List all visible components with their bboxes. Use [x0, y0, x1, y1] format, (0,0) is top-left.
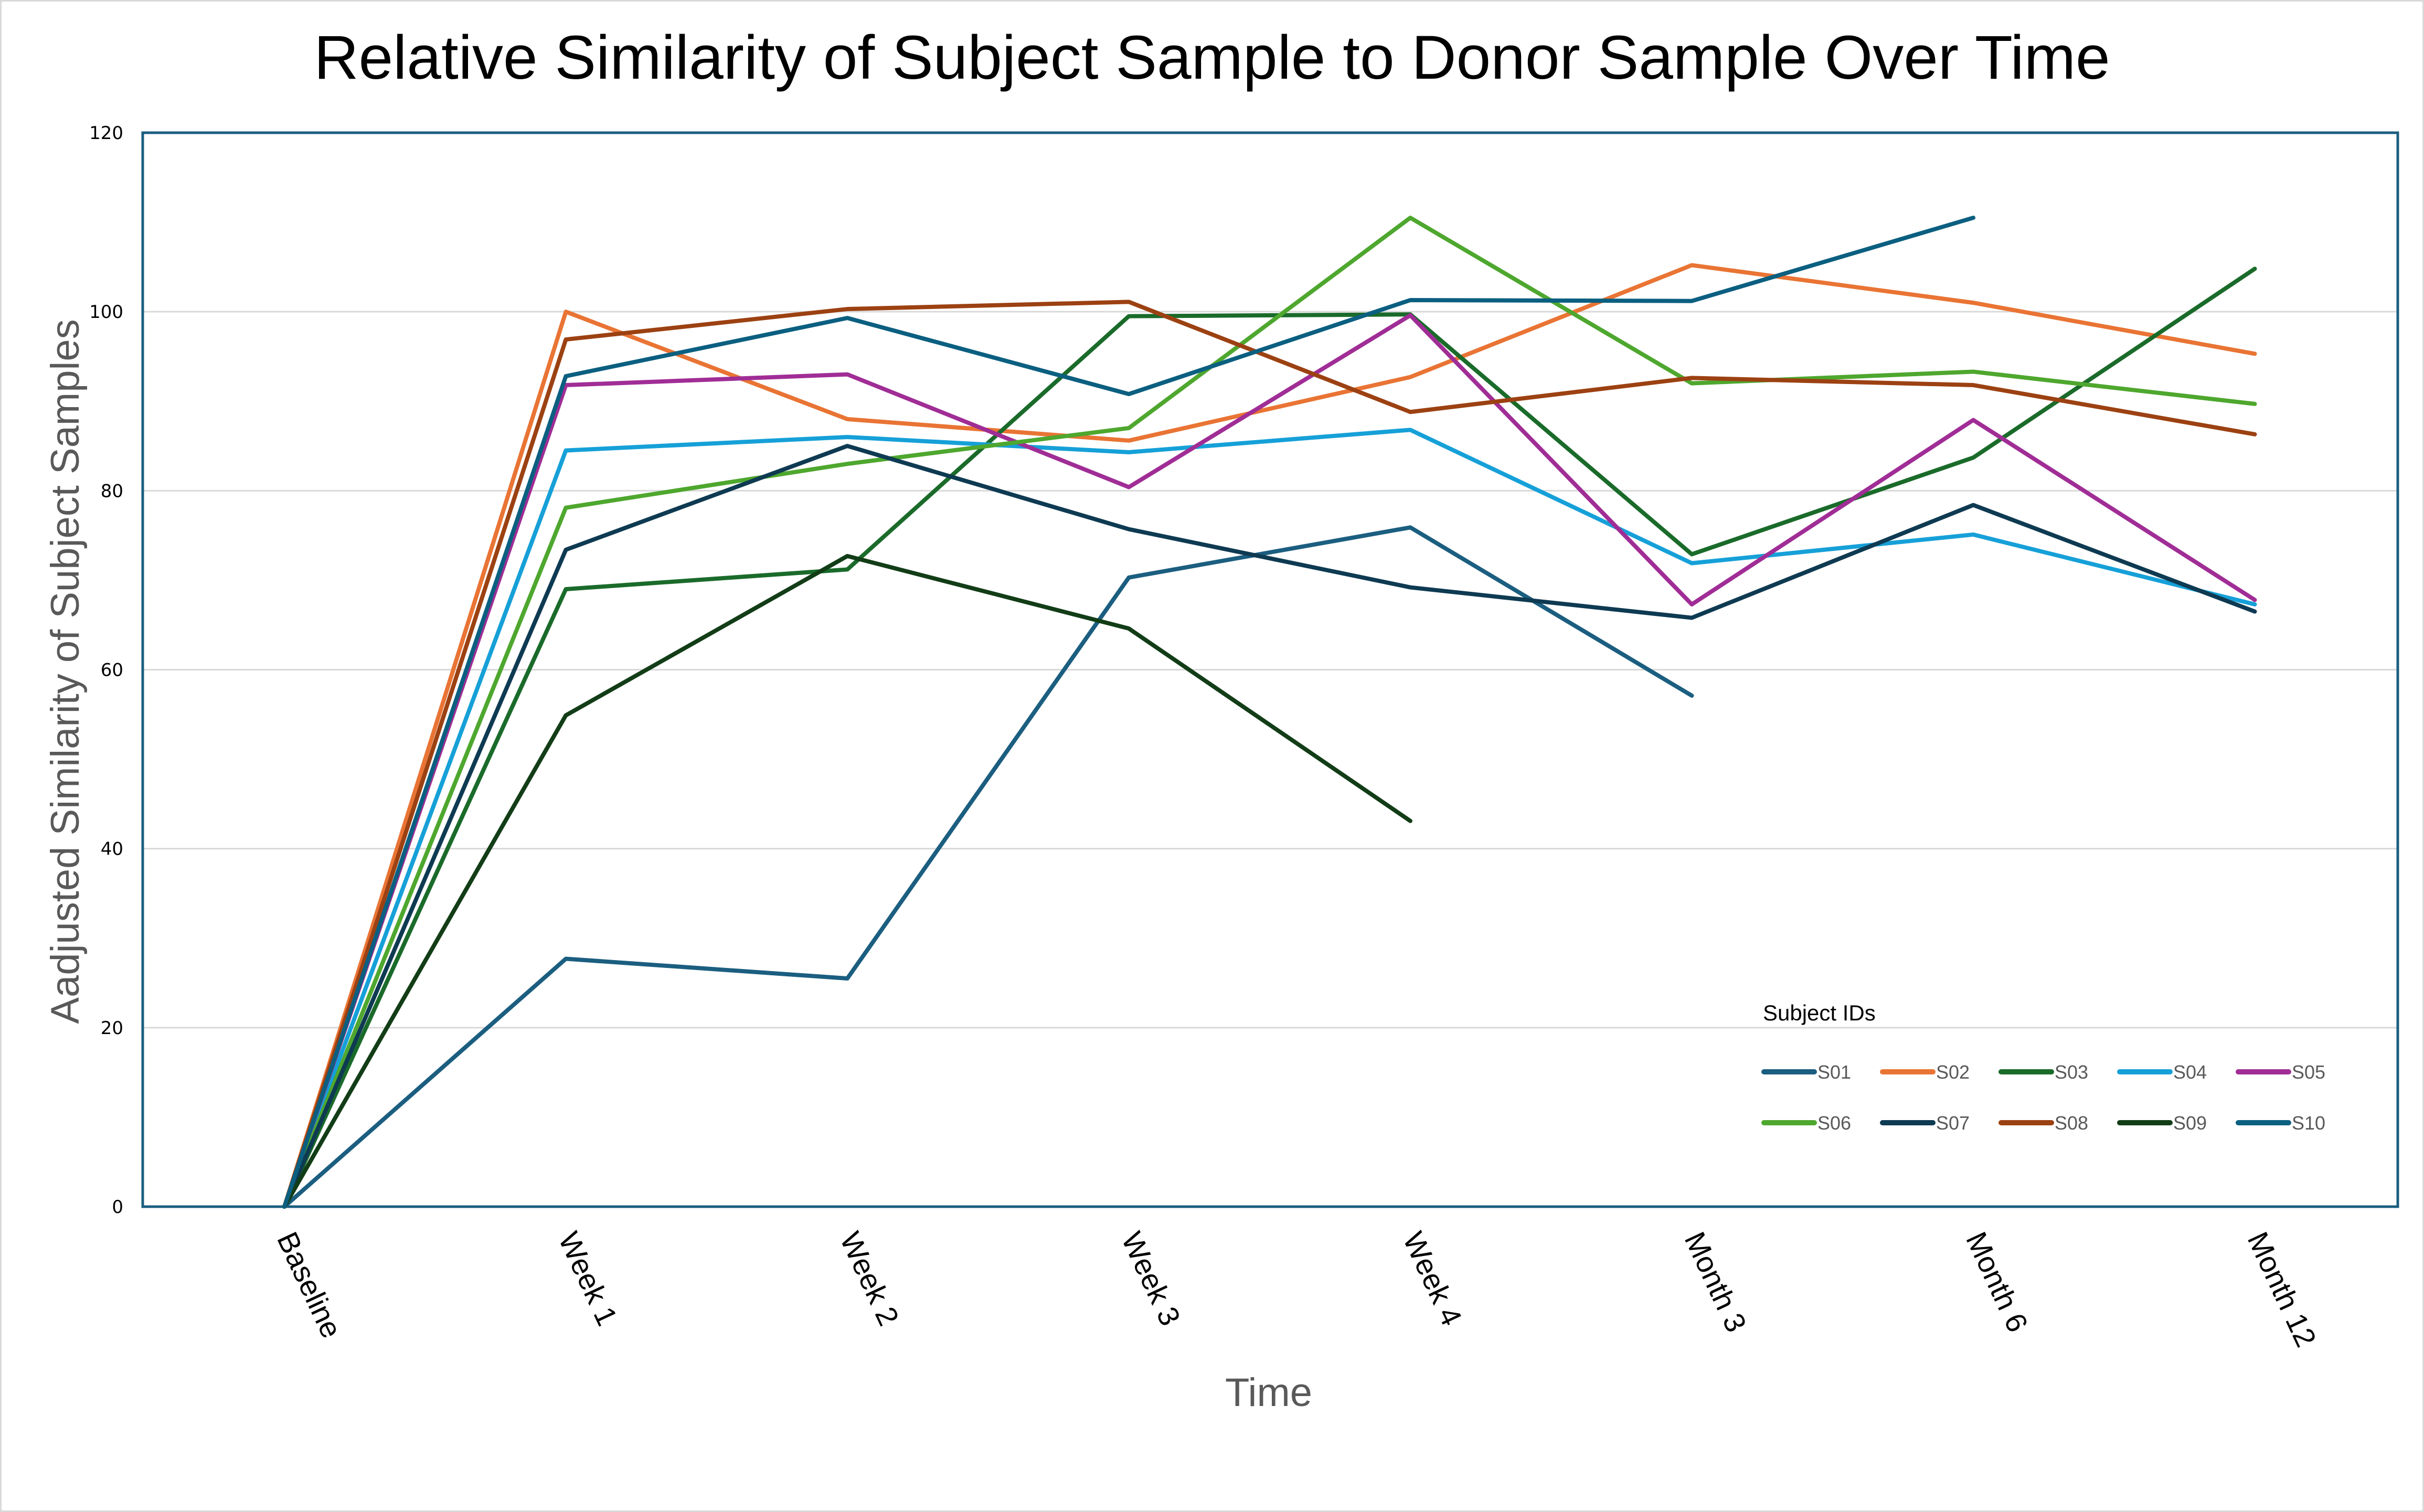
- legend-label-s07: S07: [1936, 1112, 1970, 1134]
- legend-label-s06: S06: [1817, 1112, 1851, 1134]
- y-tick-label: 20: [101, 1018, 123, 1039]
- legend-label-s02: S02: [1936, 1061, 1970, 1083]
- series-line-s01: [282, 525, 1694, 1209]
- x-tick-label: Week 1: [552, 1227, 624, 1330]
- legend-title: Subject IDs: [1763, 1000, 1876, 1025]
- x-tick-label: Month 12: [2241, 1227, 2323, 1351]
- x-tick-label: Week 2: [834, 1227, 906, 1330]
- series-line-s03: [282, 267, 2257, 1209]
- y-axis-title: Aadjusted Similarity of Subject Samples: [43, 319, 88, 1024]
- series-line-s09: [282, 553, 1412, 1209]
- series-line-s02: [282, 263, 2257, 1209]
- y-axis-ticks: 0 20 40 60 80 100 120: [89, 123, 123, 1218]
- series-line-s06: [282, 216, 2257, 1209]
- series-line-s10: [282, 216, 1975, 1209]
- y-tick-label: 0: [112, 1197, 123, 1218]
- legend-label-s01: S01: [1817, 1061, 1851, 1083]
- y-tick-label: 80: [101, 481, 123, 502]
- x-tick-label: Week 4: [1397, 1227, 1469, 1330]
- x-tick-label: Month 3: [1678, 1227, 1753, 1337]
- legend-label-s04: S04: [2173, 1061, 2207, 1083]
- legend-label-s05: S05: [2292, 1061, 2325, 1083]
- series-line-s07: [282, 444, 2257, 1209]
- y-tick-label: 120: [89, 123, 123, 144]
- y-tick-label: 60: [101, 660, 123, 681]
- x-axis-title: Time: [1225, 1370, 1312, 1415]
- series-line-s08: [282, 300, 2257, 1209]
- x-tick-label: Week 3: [1115, 1227, 1187, 1330]
- legend-label-s09: S09: [2173, 1112, 2207, 1134]
- legend-label-s10: S10: [2292, 1112, 2325, 1134]
- plot-area: [141, 131, 2399, 1208]
- series-lines: [282, 216, 2257, 1209]
- x-axis-ticks: Baseline Week 1 Week 2 Week 3 Week 4 Month 3 M…: [271, 1227, 2323, 1351]
- legend: Subject IDs S01 S02 S03 S04 S05 S06 S07 S08 S09 S…: [1761, 1000, 2325, 1134]
- legend-label-s08: S08: [2055, 1112, 2088, 1134]
- series-line-s05: [282, 313, 2257, 1209]
- chart-title: Relative Similarity of Subject Sample to…: [314, 23, 2110, 92]
- series-line-s04: [282, 428, 2257, 1209]
- y-tick-label: 40: [101, 839, 123, 860]
- x-tick-label: Month 6: [1960, 1227, 2035, 1337]
- x-tick-label: Baseline: [271, 1227, 348, 1343]
- y-tick-label: 100: [89, 302, 123, 323]
- legend-label-s03: S03: [2055, 1061, 2088, 1083]
